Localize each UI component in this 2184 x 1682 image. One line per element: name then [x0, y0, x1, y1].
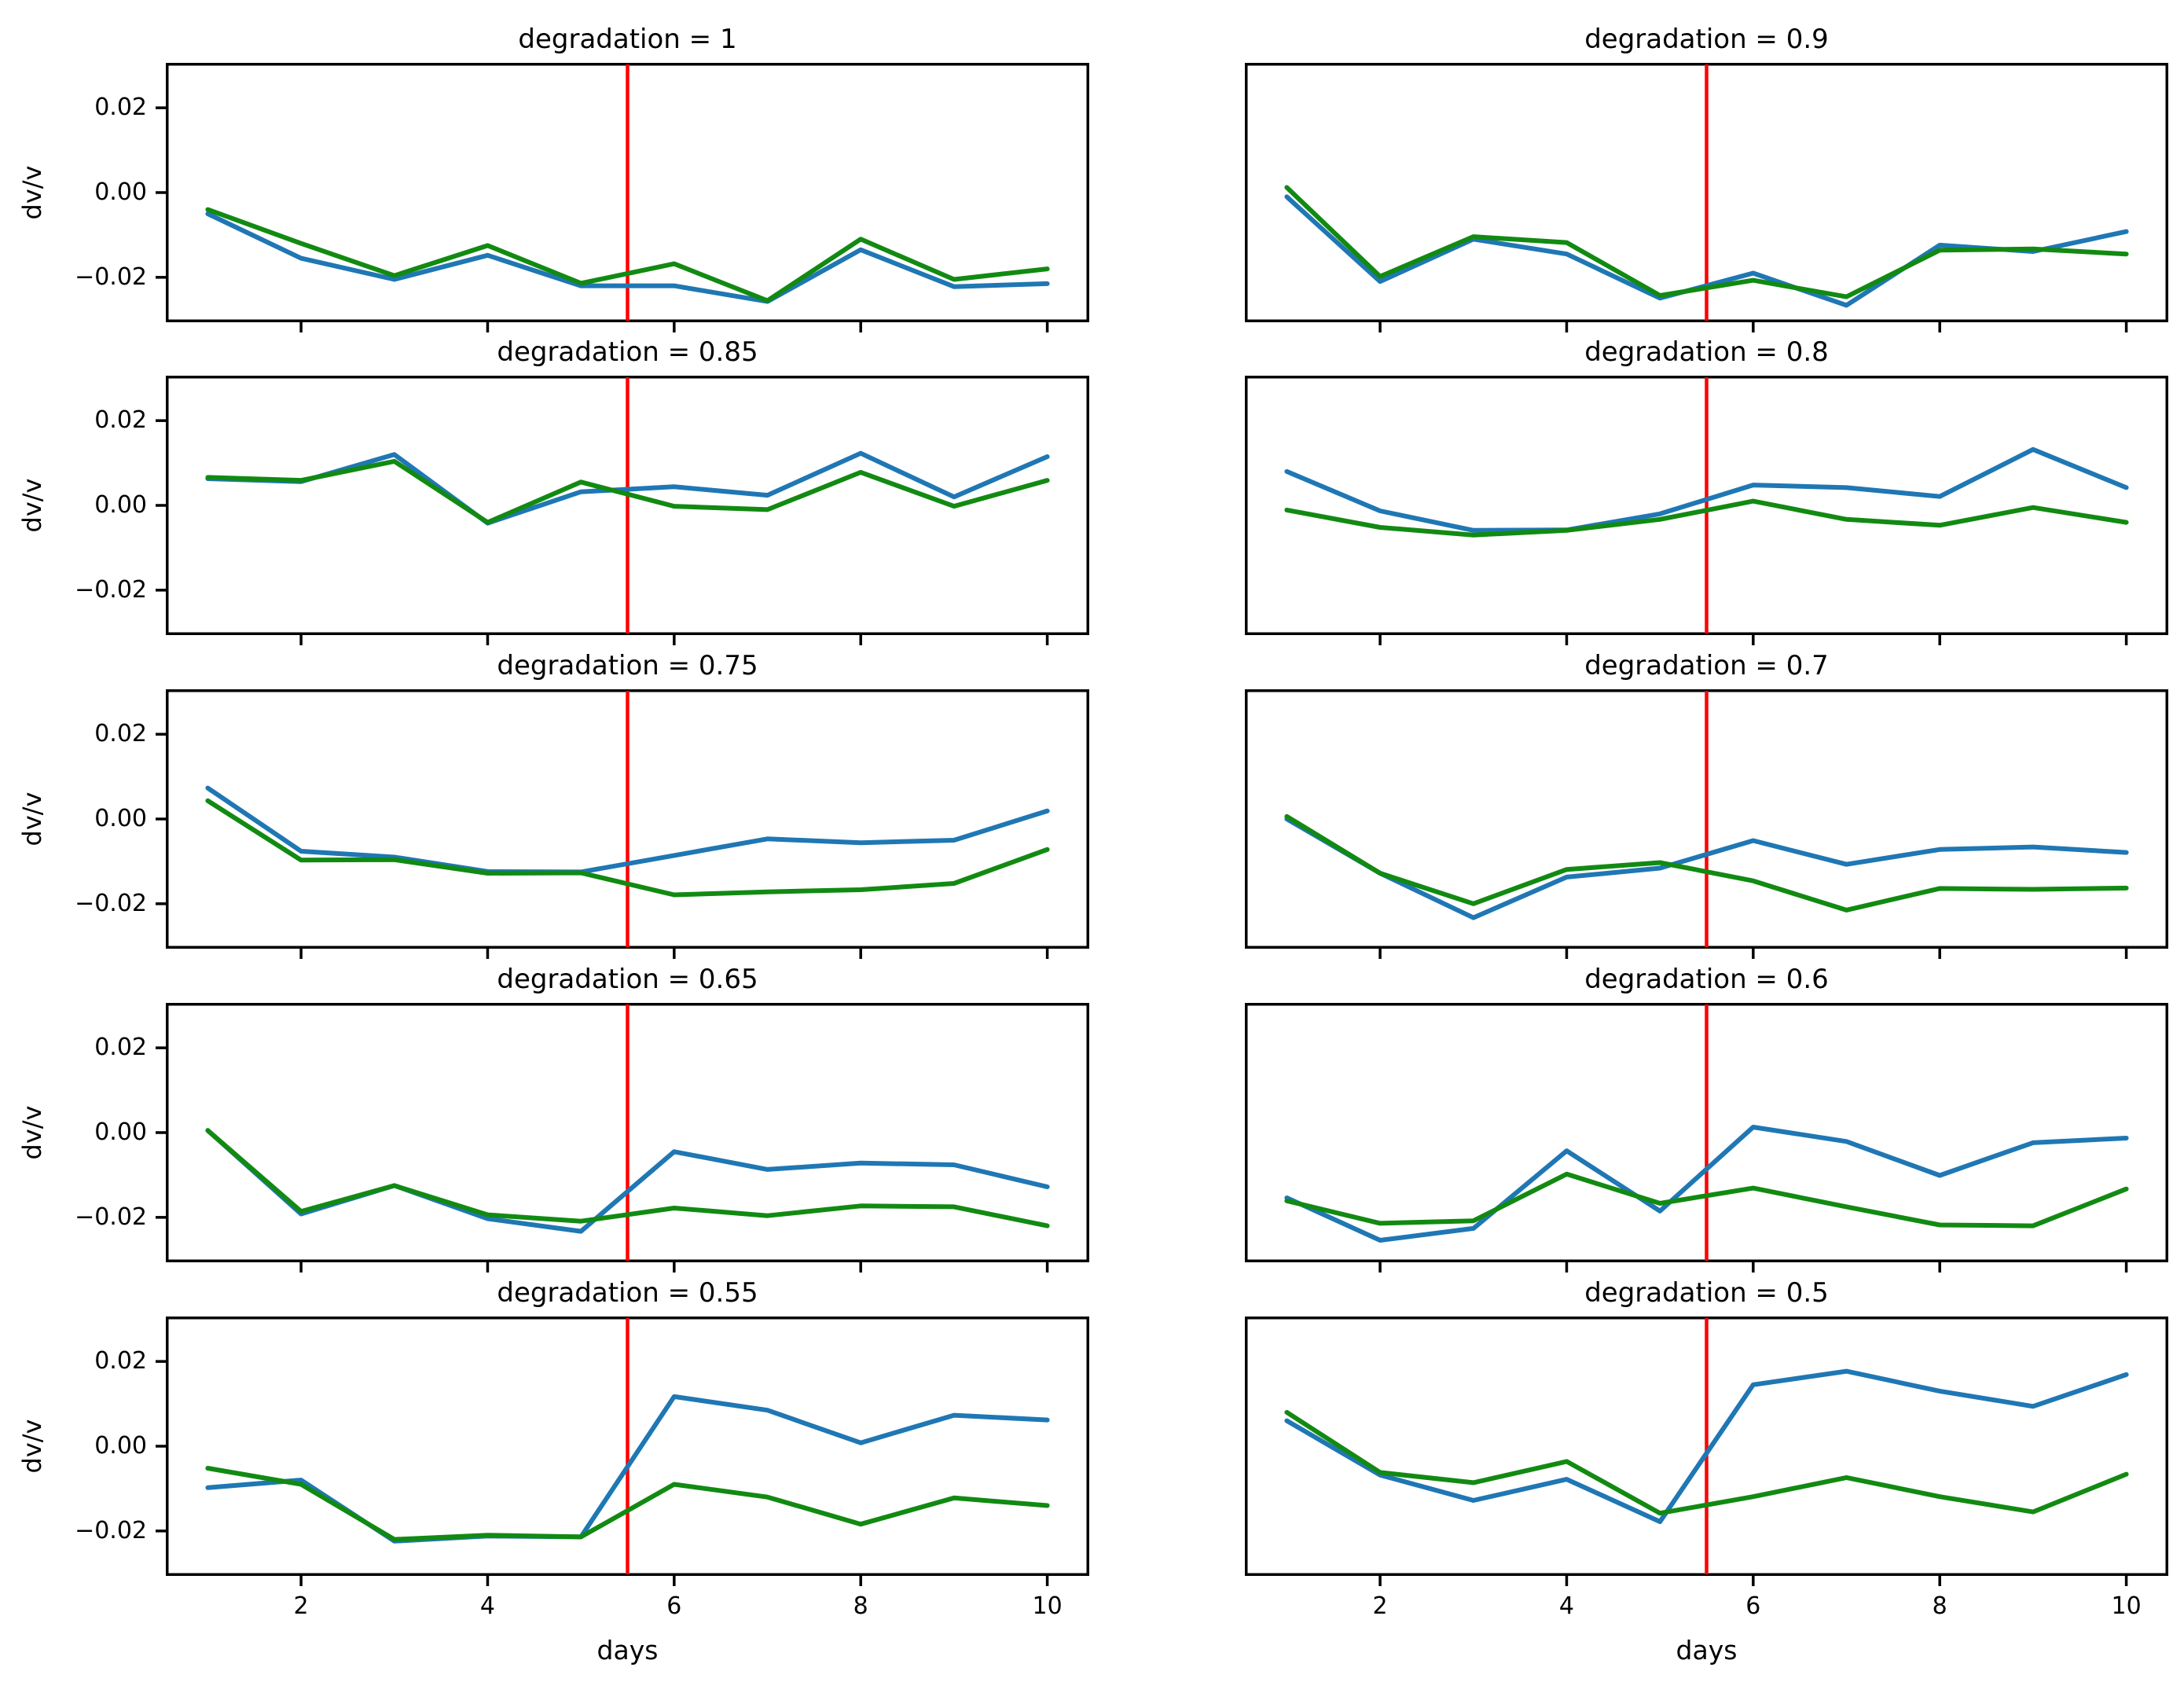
x-tick-label: 4: [1558, 1592, 1575, 1620]
series-blue-line: [205, 211, 1050, 304]
series-blue-line: [1284, 446, 2129, 533]
series-green-line: [1284, 185, 2129, 299]
y-tick-label: −0.02: [75, 1516, 147, 1544]
plot-frame: [166, 1317, 1089, 1576]
x-tick-label: 2: [293, 1592, 309, 1620]
y-tick-label: 0.00: [94, 491, 147, 519]
series-green-line: [205, 458, 1050, 525]
y-axis-label: dv/v: [17, 165, 47, 220]
series-green-line: [205, 1128, 1050, 1228]
y-tick-label: 0.02: [94, 720, 147, 748]
subplot-deg-0.75: degradation = 0.75 0.02 0.00 −0.02 dv/v: [17, 650, 1089, 959]
subplot-title: degradation = 0.65: [497, 964, 758, 995]
subplot-title: degradation = 0.8: [1584, 336, 1829, 368]
plot-frame: [1245, 1003, 2168, 1262]
y-tick-label: −0.02: [75, 1203, 147, 1231]
subplot-title: degradation = 0.85: [497, 336, 758, 368]
y-axis-label: dv/v: [17, 1105, 47, 1160]
plot-area: [156, 1003, 1089, 1273]
subplot-title: degradation = 0.75: [497, 650, 758, 681]
series-green-line: [205, 207, 1050, 303]
x-tick-label: 4: [479, 1592, 496, 1620]
plot-frame: [166, 1003, 1089, 1262]
plot-area: [1245, 1317, 2168, 1586]
y-axis-label: dv/v: [17, 791, 47, 847]
series-green-line: [205, 1466, 1050, 1542]
x-axis-label: days: [1676, 1635, 1738, 1665]
y-tick-label: 0.00: [94, 178, 147, 206]
plot-area: [156, 689, 1089, 959]
subplot-title: degradation = 0.55: [497, 1277, 758, 1309]
x-tick-label: 10: [2111, 1592, 2142, 1620]
subplot-deg-0.5: degradation = 0.5 2 4 6 8 10 days: [1245, 1277, 2168, 1665]
y-axis-label: dv/v: [17, 1419, 47, 1474]
y-tick-label: 0.02: [94, 1347, 147, 1375]
subplot-deg-0.9: degradation = 0.9: [1245, 24, 2168, 332]
plot-area: [156, 376, 1089, 645]
plot-area: [1245, 63, 2168, 332]
plot-frame: [166, 689, 1089, 949]
x-tick-label: 10: [1032, 1592, 1063, 1620]
y-tick-label: 0.02: [94, 94, 147, 122]
x-tick-label: 6: [666, 1592, 682, 1620]
y-tick-label: −0.02: [75, 575, 147, 604]
subplot-deg-0.85: degradation = 0.85 0.02 0.00 −0.02 dv/v: [17, 336, 1089, 645]
subplot-title: degradation = 1: [518, 24, 737, 55]
subplot-title: degradation = 0.9: [1584, 24, 1829, 55]
y-tick-label: −0.02: [75, 889, 147, 917]
plot-area: [156, 63, 1089, 332]
x-tick-label: 8: [853, 1592, 868, 1620]
y-tick-label: 0.00: [94, 1118, 147, 1146]
y-tick-label: 0.02: [94, 406, 147, 435]
subplot-title: degradation = 0.7: [1584, 650, 1829, 681]
plot-frame: [1245, 1317, 2168, 1576]
plot-frame: [166, 376, 1089, 635]
series-green-line: [1284, 1409, 2129, 1516]
series-blue-line: [1284, 1125, 2129, 1243]
series-green-line: [1284, 498, 2129, 538]
y-tick-label: 0.02: [94, 1034, 147, 1062]
x-axis-label: days: [596, 1635, 659, 1665]
series-blue-line: [205, 785, 1050, 875]
series-green-line: [205, 798, 1050, 898]
plot-frame: [1245, 376, 2168, 635]
subplot-deg-1: degradation = 1 0.02 0.00 −0.02 dv/v: [17, 24, 1089, 332]
subplot-deg-0.65: degradation = 0.65 0.02 0.00 −0.02 dv/v: [17, 964, 1089, 1273]
subplot-deg-0.55: degradation = 0.55 0.02 0.00 −0.02 dv/v 2 4 6 8 1…: [17, 1277, 1089, 1665]
subplot-deg-0.6: degradation = 0.6: [1245, 964, 2168, 1273]
plot-area: [156, 1317, 1089, 1586]
y-tick-label: 0.00: [94, 805, 147, 832]
plot-area: [1245, 376, 2168, 645]
subplot-title: degradation = 0.6: [1584, 964, 1829, 995]
subplot-deg-0.8: degradation = 0.8: [1245, 336, 2168, 645]
x-tick-label: 2: [1372, 1592, 1388, 1620]
series-blue-line: [1284, 1368, 2129, 1524]
x-tick-label: 8: [1932, 1592, 1947, 1620]
subplot-deg-0.7: degradation = 0.7: [1245, 650, 2168, 959]
subplot-title: degradation = 0.5: [1584, 1277, 1829, 1309]
y-tick-label: 0.00: [94, 1432, 147, 1460]
plot-area: [1245, 689, 2168, 959]
series-green-line: [1284, 1171, 2129, 1228]
plot-frame: [1245, 63, 2168, 322]
plot-frame: [1245, 689, 2168, 949]
series-blue-line: [1284, 817, 2129, 920]
series-green-line: [1284, 813, 2129, 913]
plot-area: [1245, 1003, 2168, 1273]
plot-frame: [166, 63, 1089, 322]
y-axis-label: dv/v: [17, 478, 47, 533]
series-blue-line: [205, 450, 1050, 526]
y-tick-label: −0.02: [75, 263, 147, 291]
x-tick-label: 6: [1745, 1592, 1761, 1620]
